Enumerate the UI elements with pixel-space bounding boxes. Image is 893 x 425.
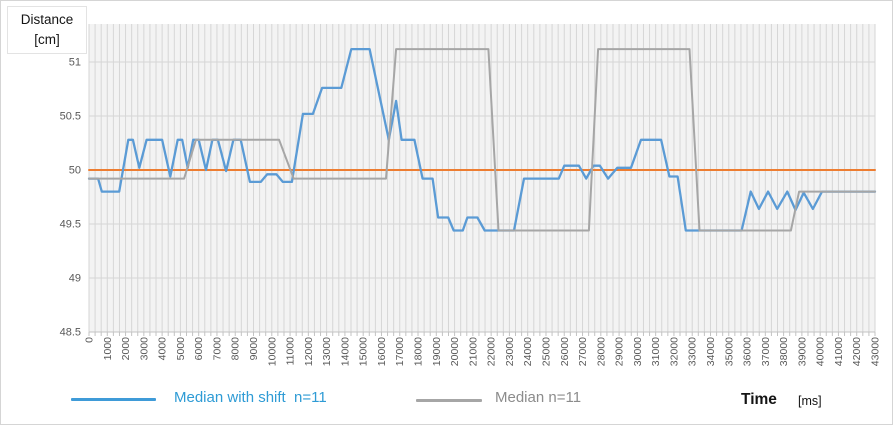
x-tick-label: 19000: [431, 337, 443, 366]
x-tick-label: 12000: [303, 337, 315, 366]
x-tick-label: 0: [84, 337, 96, 343]
y-tick-label: 50: [69, 165, 81, 177]
x-tick-label: 29000: [614, 337, 626, 366]
legend-label-median-shift: Median with shift n=11: [174, 389, 327, 406]
x-tick-label: 20000: [449, 337, 461, 366]
x-tick-label: 32000: [668, 337, 680, 366]
x-tick-label: 25000: [541, 337, 553, 366]
x-tick-label: 10000: [266, 337, 278, 366]
x-tick-label: 26000: [559, 337, 571, 366]
legend-swatch-median-shift: [71, 398, 156, 401]
x-tick-label: 14000: [339, 337, 351, 366]
x-tick-label: 33000: [687, 337, 699, 366]
x-tick-label: 39000: [796, 337, 808, 366]
x-tick-label: 38000: [778, 337, 790, 366]
x-tick-label: 30000: [632, 337, 644, 366]
x-tick-label: 3000: [138, 337, 150, 361]
plot-background: [89, 24, 875, 332]
x-tick-label: 34000: [705, 337, 717, 366]
x-tick-label: 37000: [760, 337, 772, 366]
x-tick-label: 23000: [504, 337, 516, 366]
y-axis-title: Distance [cm]: [7, 6, 87, 54]
x-tick-label: 41000: [833, 337, 845, 366]
x-tick-label: 28000: [595, 337, 607, 366]
x-tick-label: 42000: [851, 337, 863, 366]
y-tick-label: 49.5: [60, 219, 81, 231]
y-tick-label: 50.5: [60, 111, 81, 123]
x-tick-label: 36000: [742, 337, 754, 366]
y-tick-label: 48.5: [60, 327, 81, 339]
legend-label-median: Median n=11: [495, 389, 582, 406]
x-tick-label: 7000: [212, 337, 224, 361]
y-axis-title-line2: [cm]: [34, 32, 60, 48]
x-tick-label: 43000: [870, 337, 882, 366]
x-tick-label: 8000: [230, 337, 242, 361]
series-median-n-11: [88, 48, 876, 232]
x-tick-label: 27000: [577, 337, 589, 366]
x-tick-label: 11000: [285, 337, 297, 366]
x-tick-label: 13000: [321, 337, 333, 366]
x-tick-label: 22000: [486, 337, 498, 366]
x-tick-label: 2000: [120, 337, 132, 361]
x-tick-label: 21000: [467, 337, 479, 366]
x-tick-label: 35000: [723, 337, 735, 366]
x-tick-label: 17000: [394, 337, 406, 366]
x-axis-unit: [ms]: [798, 394, 822, 408]
x-tick-label: 18000: [413, 337, 425, 366]
x-tick-label: 16000: [376, 337, 388, 366]
x-tick-label: 1000: [102, 337, 114, 361]
legend-swatch-median: [416, 399, 482, 402]
x-tick-label: 31000: [650, 337, 662, 366]
x-axis-title: Time: [741, 391, 777, 408]
y-tick-label: 51: [69, 57, 81, 69]
x-tick-label: 4000: [157, 337, 169, 361]
x-tick-label: 9000: [248, 337, 260, 361]
y-axis-title-line1: Distance: [20, 12, 74, 27]
x-tick-label: 5000: [175, 337, 187, 361]
x-tick-label: 6000: [193, 337, 205, 361]
x-tick-label: 40000: [815, 337, 827, 366]
y-tick-label: 49: [69, 273, 81, 285]
x-tick-label: 15000: [358, 337, 370, 366]
x-tick-label: 24000: [522, 337, 534, 366]
